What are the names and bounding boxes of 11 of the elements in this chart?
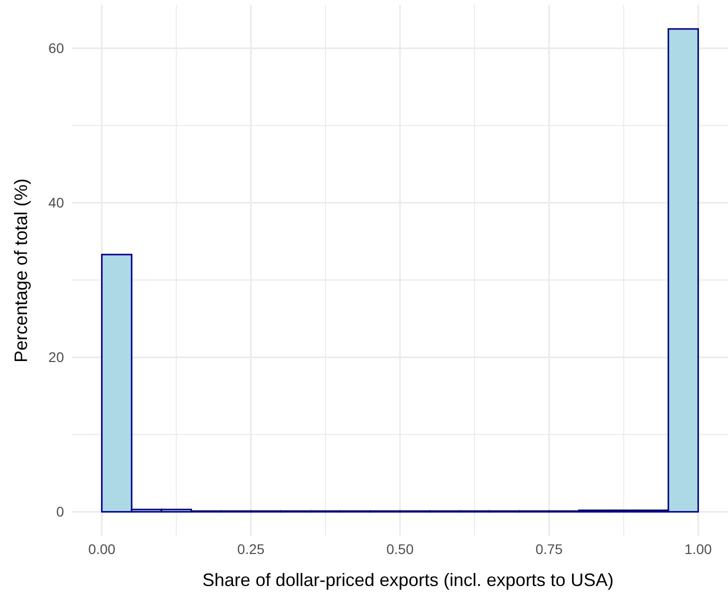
x-tick-label: 0.75: [535, 541, 563, 557]
y-tick-label: 0: [56, 504, 64, 520]
x-tick-label: 0.00: [88, 541, 116, 557]
x-tick-label: 1.00: [684, 541, 712, 557]
y-tick-label: 60: [48, 40, 64, 56]
y-axis-title: Percentage of total (%): [11, 178, 31, 363]
x-tick-label: 0.50: [386, 541, 414, 557]
x-tick-label: 0.25: [237, 541, 265, 557]
y-tick-label: 40: [48, 194, 64, 211]
y-tick-label: 20: [48, 349, 64, 366]
x-axis-title: Share of dollar-priced exports (incl. exports to USA): [202, 570, 614, 590]
